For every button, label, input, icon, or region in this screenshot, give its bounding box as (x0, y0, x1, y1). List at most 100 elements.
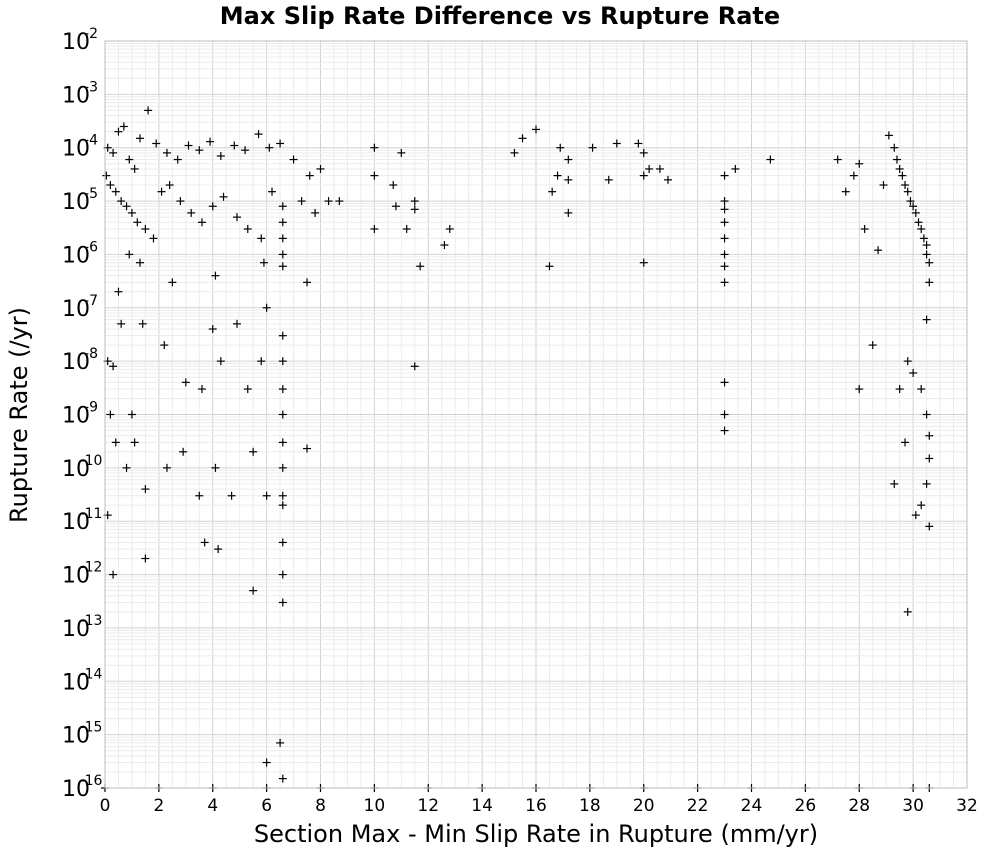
data-point (125, 250, 134, 259)
data-point (114, 127, 123, 136)
data-point (176, 197, 185, 206)
data-point (243, 224, 252, 233)
y-tick-label: 10 (62, 83, 90, 108)
data-point (276, 738, 285, 747)
data-point (518, 134, 527, 143)
data-point (257, 357, 266, 366)
data-point (303, 444, 312, 453)
data-point (211, 271, 220, 280)
data-point (556, 143, 565, 152)
data-point (903, 357, 912, 366)
data-point (187, 208, 196, 217)
data-point (890, 479, 899, 488)
x-tick-label: 18 (579, 796, 601, 816)
data-point (510, 148, 519, 157)
data-point (278, 491, 287, 500)
data-point (833, 155, 842, 164)
y-axis-label: Rupture Rate (/yr) (5, 307, 33, 523)
data-point (901, 438, 910, 447)
data-point (720, 197, 729, 206)
data-point (766, 155, 775, 164)
data-point (249, 447, 258, 456)
data-point (262, 491, 271, 500)
y-tick-exponent: -9 (84, 400, 98, 416)
data-point (639, 148, 648, 157)
data-point (117, 319, 126, 328)
y-tick-label: 10 (62, 617, 90, 642)
x-tick-label: 6 (261, 796, 272, 816)
data-point (868, 341, 877, 350)
x-tick-label: 4 (207, 796, 218, 816)
data-point (278, 501, 287, 510)
data-point (564, 175, 573, 184)
y-tick-label: 10 (62, 724, 90, 749)
data-point (197, 218, 206, 227)
data-point (125, 155, 134, 164)
y-tick-label: 10 (62, 564, 90, 589)
y-tick-label: 10 (62, 457, 90, 482)
data-point (303, 278, 312, 287)
data-point (208, 202, 217, 211)
data-point (564, 155, 573, 164)
data-point (138, 319, 147, 328)
data-point (311, 208, 320, 217)
data-point (898, 171, 907, 180)
data-point (262, 303, 271, 312)
data-point (278, 774, 287, 783)
data-point (184, 141, 193, 150)
y-tick-label: 10 (62, 670, 90, 695)
data-point (278, 410, 287, 419)
data-point (111, 187, 120, 196)
data-point (241, 146, 250, 155)
y-tick-label: 10 (62, 777, 90, 802)
x-tick-label: 30 (902, 796, 924, 816)
data-point (402, 224, 411, 233)
data-point (731, 164, 740, 173)
x-axis-ticks: 0 2 4 6 8 10 12 14 16 18 20 22 24 26 28 30 32 (100, 796, 978, 816)
data-point (612, 139, 621, 148)
data-point (370, 171, 379, 180)
data-point (211, 463, 220, 472)
x-tick-label: 14 (471, 796, 493, 816)
y-tick-exponent: -16 (80, 773, 103, 789)
data-point (208, 325, 217, 334)
y-tick-exponent: -6 (84, 239, 98, 255)
data-point (232, 319, 241, 328)
data-point (136, 258, 145, 267)
chart-title: Max Slip Rate Difference vs Rupture Rate (220, 2, 780, 30)
x-tick-label: 2 (153, 796, 164, 816)
data-point (144, 106, 153, 115)
data-point (901, 181, 910, 190)
data-point (841, 187, 850, 196)
data-point (122, 202, 131, 211)
data-point (141, 554, 150, 563)
data-point (720, 250, 729, 259)
data-point (278, 331, 287, 340)
x-tick-label: 12 (417, 796, 439, 816)
data-point (855, 385, 864, 394)
data-point (297, 197, 306, 206)
data-point (564, 208, 573, 217)
data-point (257, 234, 266, 243)
x-tick-label: 22 (687, 796, 709, 816)
data-point (545, 262, 554, 271)
data-point (157, 187, 166, 196)
data-point (268, 187, 277, 196)
y-tick-label: 10 (62, 190, 90, 215)
data-point (259, 258, 268, 267)
data-point (335, 197, 344, 206)
data-point (219, 192, 228, 201)
data-point (440, 241, 449, 250)
data-point (410, 362, 419, 371)
y-tick-exponent: -7 (84, 293, 98, 309)
data-point (416, 262, 425, 271)
data-point (195, 146, 204, 155)
data-point (895, 164, 904, 173)
data-point (720, 234, 729, 243)
y-tick-exponent: -13 (80, 613, 103, 629)
data-point (162, 463, 171, 472)
data-point (906, 197, 915, 206)
data-point (106, 410, 115, 419)
y-tick-label: 10 (62, 510, 90, 535)
data-point (130, 164, 139, 173)
